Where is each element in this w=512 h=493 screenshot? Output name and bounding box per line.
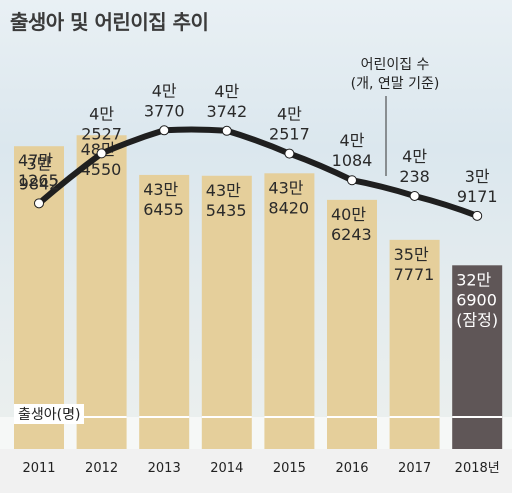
daycare-note: 어린이집 수 (개, 연말 기준) <box>340 56 450 94</box>
daycare-value-label: 2517 <box>269 125 310 144</box>
x-tick-label: 2015 <box>273 461 306 476</box>
daycare-value-label: 4만 <box>214 82 239 101</box>
bar-value-label: 7771 <box>394 265 435 284</box>
bar <box>201 175 252 450</box>
bar-value-label: 47만 <box>18 151 53 170</box>
daycare-note-line1: 어린이집 수 <box>360 57 430 73</box>
bar-value-label: 40만 <box>331 205 366 224</box>
daycare-point <box>284 148 295 159</box>
bar-value-label: (잠정) <box>456 310 498 329</box>
daycare-value-label: 238 <box>399 167 430 186</box>
daycare-value-label: 3770 <box>144 101 185 120</box>
daycare-value-label: 2527 <box>81 124 122 143</box>
bar-value-label: 43만 <box>143 180 178 199</box>
x-tick-label: 2018년 <box>455 461 500 476</box>
chart-title: 출생아 및 어린이집 추이 <box>10 10 209 34</box>
daycare-value-label: 4만 <box>277 105 302 124</box>
bar-value-label: 6243 <box>331 225 372 244</box>
bar-value-label: 43만 <box>268 178 303 197</box>
bar-value-label: 8420 <box>268 198 309 217</box>
daycare-point <box>347 175 357 186</box>
births-label: 출생아(명) <box>14 404 85 424</box>
daycare-value-label: 4만 <box>402 147 427 166</box>
x-tick-label: 2017 <box>398 461 431 476</box>
bar-value-label: 35만 <box>394 245 429 264</box>
daycare-note-line2: (개, 연말 기준) <box>350 76 440 92</box>
daycare-point <box>221 125 232 136</box>
daycare-value-label: 3만 <box>27 154 52 173</box>
x-tick-label: 2011 <box>22 461 55 476</box>
daycare-point <box>159 125 170 136</box>
bar <box>452 265 503 449</box>
daycare-value-label: 4만 <box>89 104 114 123</box>
x-axis-strip <box>0 449 512 493</box>
daycare-point <box>34 198 44 209</box>
bar-value-label: 43만 <box>206 181 241 200</box>
bar <box>76 135 127 449</box>
bar <box>389 239 440 449</box>
daycare-value-label: 4만 <box>340 131 365 150</box>
daycare-point <box>409 190 420 201</box>
bar-value-label: 1265 <box>18 171 59 190</box>
x-tick-label: 2014 <box>210 461 243 476</box>
daycare-value-label: 9842 <box>19 174 60 193</box>
daycare-value-label: 1084 <box>332 151 373 170</box>
bar <box>139 174 190 449</box>
daycare-value-label: 9171 <box>457 187 498 206</box>
bar-value-label: 6455 <box>143 200 184 219</box>
bar <box>327 199 377 449</box>
daycare-value-label: 4만 <box>152 81 177 100</box>
bar <box>14 146 64 450</box>
x-tick-label: 2016 <box>335 461 368 476</box>
x-tick-label: 2013 <box>148 461 181 476</box>
daycare-point <box>96 148 107 159</box>
x-tick-label: 2012 <box>85 461 118 476</box>
bar-value-label: 6900 <box>456 290 497 309</box>
daycare-point <box>472 210 483 221</box>
bar-value-label: 32만 <box>456 270 491 289</box>
daycare-value-label: 3742 <box>206 102 247 121</box>
daycare-value-label: 3만 <box>465 167 490 186</box>
bar <box>264 173 315 449</box>
bar-value-label: 5435 <box>206 201 247 220</box>
